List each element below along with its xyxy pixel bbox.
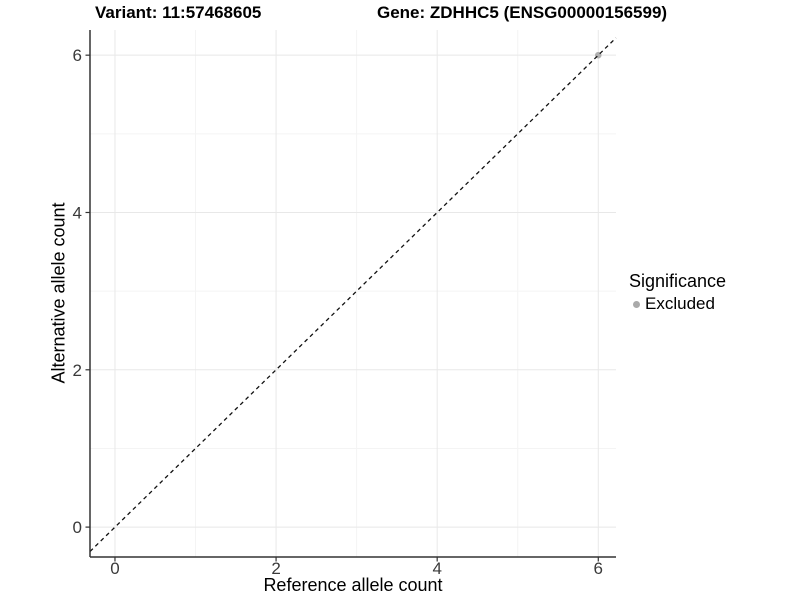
x-tick-label: 0: [110, 559, 119, 578]
plot-title-variant: Variant: 11:57468605: [95, 3, 262, 22]
x-tick-label: 2: [271, 559, 280, 578]
x-axis-title: Reference allele count: [263, 575, 443, 595]
identity-line: [89, 37, 617, 552]
legend: Significance Excluded: [629, 271, 726, 314]
x-tick-label: 4: [432, 559, 441, 578]
y-axis-title-text: Alternative allele count: [48, 202, 69, 384]
y-tick-label: 2: [73, 361, 82, 380]
legend-items: Excluded: [629, 294, 726, 314]
y-tick-label: 4: [73, 203, 82, 222]
y-tick-label: 6: [73, 46, 82, 65]
legend-title: Significance: [629, 271, 727, 291]
plot-title-gene: Gene: ZDHHC5 (ENSG00000156599): [377, 3, 668, 22]
y-tick-label: 0: [73, 518, 82, 537]
x-tick-label: 6: [594, 559, 603, 578]
legend-item-excluded: Excluded: [629, 294, 726, 314]
legend-item-label: Excluded: [645, 294, 715, 313]
legend-point-icon: [633, 300, 640, 308]
